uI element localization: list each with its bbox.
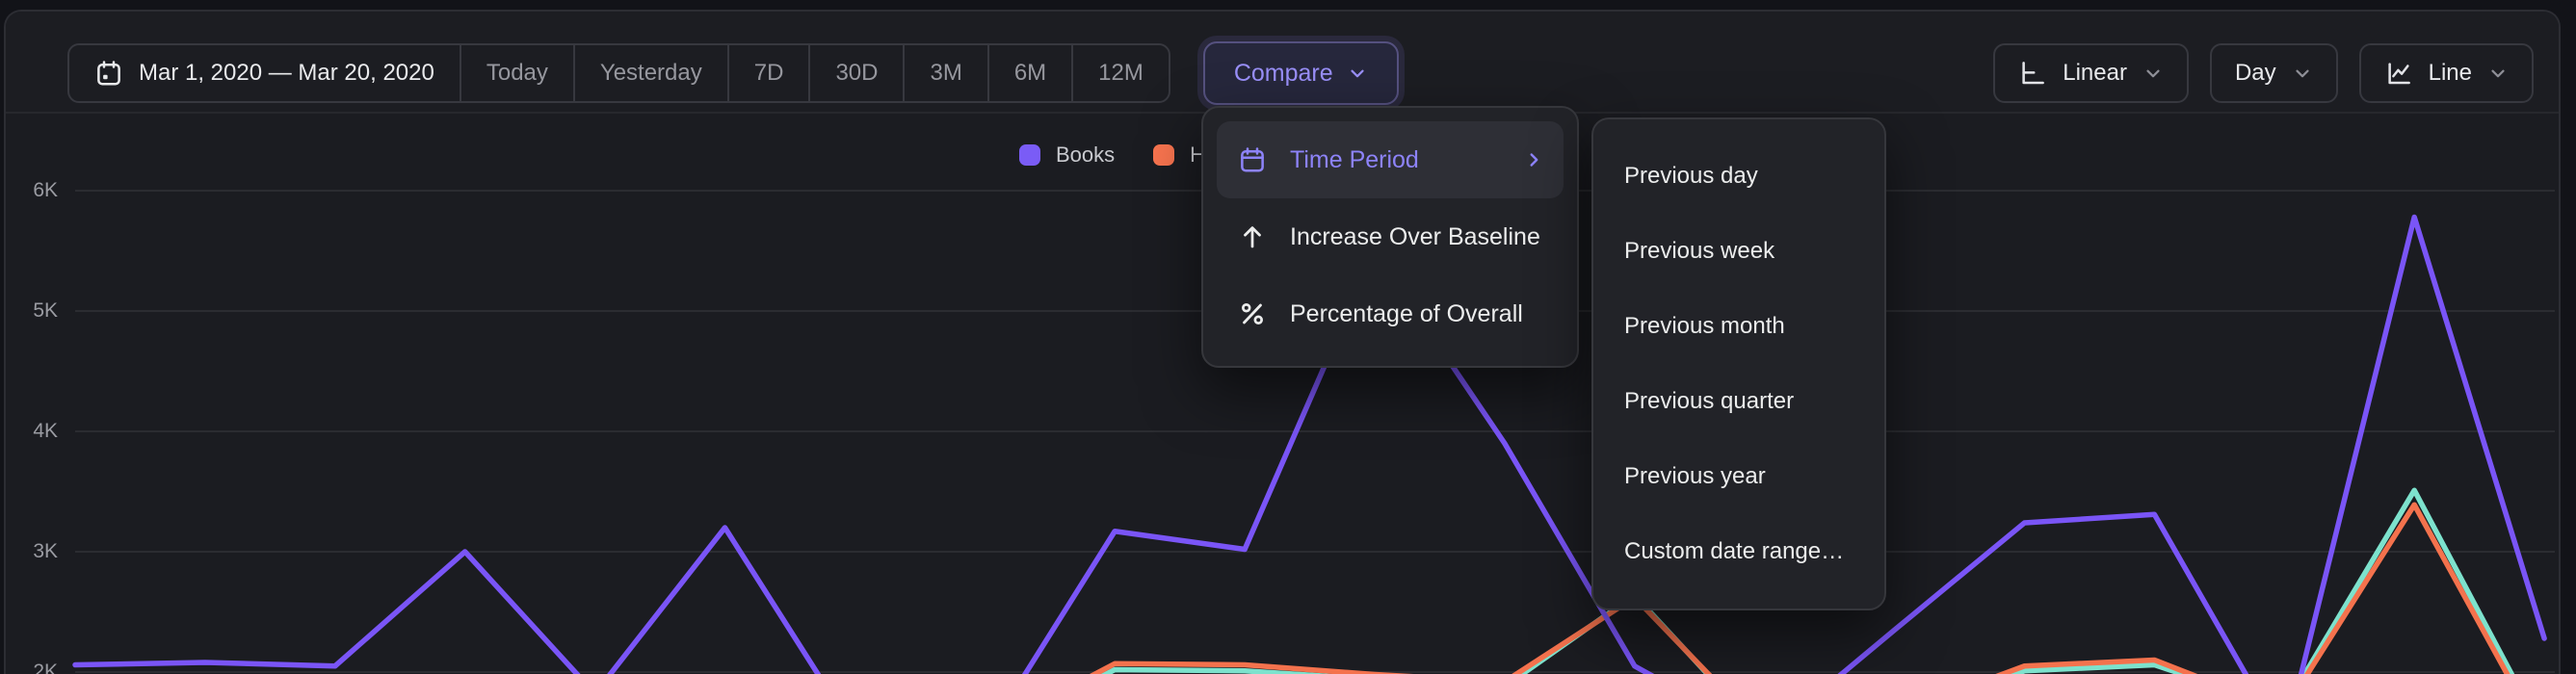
time-period-submenu: Previous day Previous week Previous month P… [1591, 117, 1886, 610]
scale-select-button[interactable]: Linear [1993, 43, 2189, 103]
chevron-right-icon [1523, 149, 1544, 170]
series-line-Ho [1089, 502, 2510, 674]
line-chart-icon [2384, 59, 2413, 88]
y-axis-tick-label: 5K [33, 299, 58, 322]
preset-today-button[interactable]: Today [459, 45, 573, 101]
chevron-down-icon [2142, 63, 2164, 84]
chevron-down-icon [2487, 63, 2509, 84]
preset-12m-button[interactable]: 12M [1071, 45, 1169, 101]
compare-label: Compare [1233, 59, 1333, 87]
chart-legend: BooksHo [1019, 143, 1217, 168]
submenu-item-previous-year[interactable]: Previous year [1624, 463, 1766, 489]
toolbar-right-group: Linear Day Line [1993, 43, 2534, 103]
y-axis-tick-label: 4K [33, 420, 58, 442]
granularity-select-button[interactable]: Day [2209, 43, 2338, 103]
percent-icon [1236, 299, 1269, 328]
submenu-item-custom-date-range-[interactable]: Custom date range… [1624, 538, 1845, 564]
y-axis-tick-label: 6K [33, 179, 58, 201]
legend-swatch-icon [1019, 144, 1040, 166]
compare-dropdown-menu: Time Period Increase Over Baseline Percent… [1201, 106, 1579, 368]
menu-item-label: Percentage of Overall [1290, 299, 1523, 327]
toolbar: Mar 1, 2020 — Mar 20, 2020 Today Yesterda… [6, 12, 2559, 114]
submenu-item-previous-month[interactable]: Previous month [1624, 313, 1785, 339]
calendar-icon [1236, 145, 1269, 174]
granularity-label: Day [2234, 60, 2276, 86]
legend-label: Books [1056, 143, 1116, 167]
linear-scale-icon [2018, 59, 2047, 88]
chevron-down-icon [2292, 63, 2313, 84]
chevron-down-icon [1347, 63, 1368, 84]
date-range-button[interactable]: Mar 1, 2020 — Mar 20, 2020 [69, 45, 460, 101]
preset-6m-button[interactable]: 6M [986, 45, 1071, 101]
chart-type-label: Line [2428, 60, 2472, 86]
series-line-unnamed [1100, 487, 2515, 674]
arrow-up-icon [1236, 222, 1269, 251]
menu-item-label: Increase Over Baseline [1290, 222, 1540, 250]
preset-yesterday-button[interactable]: Yesterday [572, 45, 727, 101]
menu-item-percentage-of-overall[interactable]: Percentage of Overall [1217, 275, 1564, 352]
y-axis-tick-label: 3K [33, 540, 58, 562]
calendar-icon [94, 59, 123, 88]
y-axis-tick-label: 2K [33, 661, 58, 674]
preset-3m-button[interactable]: 3M [903, 45, 986, 101]
preset-7d-button[interactable]: 7D [726, 45, 809, 101]
legend-swatch-icon [1153, 144, 1175, 166]
dashboard-page: Mar 1, 2020 — Mar 20, 2020 Today Yesterda… [4, 10, 2561, 674]
legend-item[interactable]: Books [1019, 143, 1115, 168]
menu-item-time-period[interactable]: Time Period [1217, 121, 1564, 198]
menu-item-label: Time Period [1290, 145, 1419, 173]
submenu-item-previous-quarter[interactable]: Previous quarter [1624, 388, 1795, 414]
date-range-label: Mar 1, 2020 — Mar 20, 2020 [139, 60, 434, 86]
submenu-item-previous-week[interactable]: Previous week [1624, 238, 1775, 264]
compare-button[interactable]: Compare [1202, 41, 1399, 105]
preset-30d-button[interactable]: 30D [808, 45, 903, 101]
date-range-segmented-control: Mar 1, 2020 — Mar 20, 2020 Today Yesterda… [67, 43, 1170, 103]
chart-type-select-button[interactable]: Line [2358, 43, 2534, 103]
menu-item-increase-over-baseline[interactable]: Increase Over Baseline [1217, 198, 1564, 275]
scale-label: Linear [2063, 60, 2127, 86]
submenu-item-previous-day[interactable]: Previous day [1624, 163, 1758, 189]
